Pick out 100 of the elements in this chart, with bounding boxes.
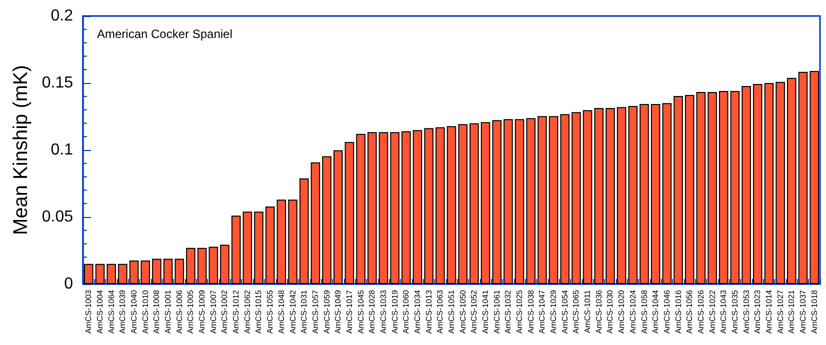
x-tick-label: AmCS-1030 bbox=[606, 289, 615, 334]
bar bbox=[310, 162, 320, 284]
x-tick-label: AmCS-1014 bbox=[764, 289, 774, 334]
x-tick-label: AmCS-1059 bbox=[322, 289, 332, 334]
x-tick-label: AmCS-1035 bbox=[730, 289, 740, 334]
bar bbox=[480, 122, 490, 284]
bar bbox=[504, 119, 513, 284]
x-tick-label: AmCS-1018 bbox=[810, 289, 819, 334]
x-tick-label: AmCS-1049 bbox=[334, 289, 343, 334]
x-tick-label: AmCS-1042 bbox=[288, 289, 298, 334]
x-tick-label: AmCS-1058 bbox=[640, 289, 649, 334]
bar bbox=[118, 264, 128, 284]
x-tick-label: AmCS-1043 bbox=[719, 289, 728, 334]
bar bbox=[492, 120, 502, 284]
bar bbox=[752, 84, 762, 284]
bar bbox=[594, 108, 604, 284]
bar bbox=[129, 260, 139, 284]
bar bbox=[446, 126, 456, 284]
bar bbox=[526, 118, 536, 284]
x-tick-label: AmCS-1060 bbox=[402, 289, 411, 334]
bar bbox=[787, 78, 796, 284]
bar bbox=[798, 72, 808, 284]
x-tick-label: AmCS-1025 bbox=[515, 289, 524, 334]
x-tick-label: AmCS-1031 bbox=[300, 289, 309, 334]
bar bbox=[242, 212, 252, 284]
x-tick-label: AmCS-1006 bbox=[174, 289, 184, 334]
x-tick-label: AmCS-1028 bbox=[368, 289, 377, 334]
x-tick-label: AmCS-1050 bbox=[458, 289, 468, 334]
bar bbox=[378, 132, 388, 284]
bar bbox=[730, 91, 740, 284]
bar bbox=[708, 92, 717, 284]
x-tick-label: AmCS-1005 bbox=[186, 289, 196, 334]
x-tick-label: AmCS-1002 bbox=[220, 289, 230, 334]
bar bbox=[514, 119, 524, 284]
x-tick-label: AmCS-1007 bbox=[208, 289, 218, 334]
x-tick-label: AmCS-1024 bbox=[628, 289, 638, 334]
bar bbox=[276, 200, 286, 284]
x-tick-label: AmCS-1051 bbox=[447, 289, 456, 334]
y-tick-label: 0.05 bbox=[42, 208, 74, 226]
x-tick-label: AmCS-1009 bbox=[198, 289, 207, 334]
bar bbox=[220, 244, 230, 284]
bar bbox=[742, 86, 751, 284]
bar bbox=[436, 127, 445, 284]
y-tick-label: 0.2 bbox=[50, 8, 74, 24]
x-tick-label: AmCS-1045 bbox=[356, 289, 366, 334]
x-tick-label: AmCS-1023 bbox=[753, 289, 762, 334]
x-tick-label: AmCS-1033 bbox=[378, 289, 388, 334]
bar bbox=[718, 91, 728, 284]
x-tick-label: AmCS-1055 bbox=[266, 289, 275, 334]
x-tick-label: AmCS-1065 bbox=[572, 289, 581, 334]
x-tick-label: AmCS-1017 bbox=[344, 289, 354, 334]
bar bbox=[616, 107, 626, 284]
bar bbox=[344, 142, 354, 284]
bar bbox=[333, 150, 343, 284]
x-tick-label: AmCS-1015 bbox=[254, 289, 264, 334]
bar bbox=[696, 92, 706, 284]
x-tick-label: AmCS-1063 bbox=[436, 289, 445, 334]
bar bbox=[640, 104, 649, 284]
y-axis-title: Mean Kinship (mK) bbox=[10, 64, 32, 236]
bar bbox=[163, 258, 173, 284]
x-tick-label: AmCS-1044 bbox=[651, 289, 660, 334]
bar bbox=[401, 131, 411, 284]
bar bbox=[299, 178, 309, 284]
bar bbox=[560, 114, 570, 284]
x-tick-label: AmCS-1040 bbox=[130, 289, 139, 334]
bar bbox=[95, 264, 105, 284]
x-tick-label: AmCS-1029 bbox=[549, 289, 558, 334]
bar bbox=[684, 95, 694, 284]
bar bbox=[548, 116, 558, 284]
x-tick-label: AmCS-1008 bbox=[152, 289, 162, 334]
x-tick-label: AmCS-1003 bbox=[84, 289, 94, 334]
bar bbox=[288, 200, 298, 284]
x-tick-label: AmCS-1037 bbox=[798, 289, 808, 334]
bar bbox=[322, 156, 332, 284]
bar bbox=[152, 258, 162, 284]
bar bbox=[582, 110, 592, 284]
x-tick-label: AmCS-1039 bbox=[118, 289, 128, 334]
bar bbox=[628, 106, 638, 284]
bar bbox=[764, 83, 774, 284]
x-tick-label: AmCS-1027 bbox=[776, 289, 785, 334]
bar bbox=[174, 258, 184, 284]
y-tick-label: 0 bbox=[64, 276, 74, 292]
x-tick-label: AmCS-1012 bbox=[232, 289, 241, 334]
x-tick-label: AmCS-1026 bbox=[696, 289, 706, 334]
bar bbox=[810, 70, 819, 284]
bar bbox=[650, 104, 660, 284]
x-tick-label: AmCS-1021 bbox=[787, 289, 796, 334]
bar bbox=[197, 248, 207, 284]
annotation: American Cocker Spaniel bbox=[97, 27, 232, 41]
x-tick-label: AmCS-1064 bbox=[106, 289, 116, 334]
bar bbox=[538, 116, 547, 284]
x-tick-label: AmCS-1047 bbox=[538, 289, 547, 334]
x-tick-label: AmCS-1057 bbox=[310, 289, 320, 334]
x-tick-label: AmCS-1038 bbox=[526, 289, 536, 334]
x-tick-label: AmCS-1004 bbox=[96, 289, 105, 334]
bar bbox=[265, 206, 275, 284]
x-tick-label: AmCS-1010 bbox=[140, 289, 150, 334]
bar bbox=[254, 212, 264, 284]
x-tick-label: AmCS-1019 bbox=[390, 289, 400, 334]
bar bbox=[367, 132, 377, 284]
